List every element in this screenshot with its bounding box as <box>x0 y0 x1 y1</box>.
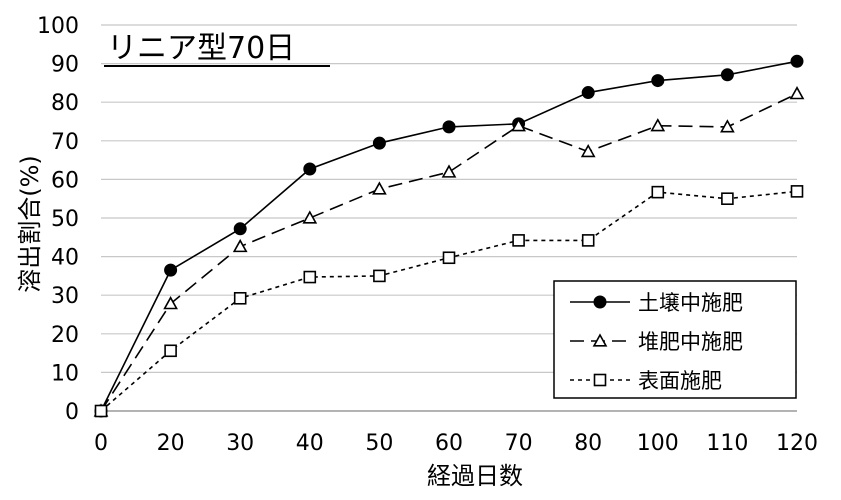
point-marker <box>372 181 387 195</box>
x-tick-label: 30 <box>226 431 254 456</box>
point-marker <box>372 136 386 150</box>
chart-title: リニア型70日 <box>107 31 295 66</box>
x-tick-label: 20 <box>157 431 185 456</box>
series-line <box>100 92 798 412</box>
x-axis-label: 経過日数 <box>427 462 523 490</box>
point-marker <box>163 296 178 310</box>
point-marker <box>789 86 805 100</box>
point-marker <box>721 192 734 205</box>
x-tick-label: 70 <box>505 431 533 456</box>
y-tick-label: 60 <box>51 168 79 193</box>
y-tick-label: 30 <box>51 284 79 309</box>
point-marker <box>592 333 608 347</box>
legend-label: 堆肥中施肥 <box>638 330 743 354</box>
point-marker <box>593 373 607 387</box>
series-open-triangle <box>93 86 805 417</box>
x-tick-labels: 0 20 30 40 50 60 70 80 100 110 120 <box>94 431 818 456</box>
point-marker <box>790 54 804 68</box>
y-axis-label: 溶出割合(%) <box>16 155 44 293</box>
point-marker <box>720 68 734 82</box>
x-tick-label: 60 <box>435 431 463 456</box>
point-marker <box>442 120 456 134</box>
y-tick-label: 10 <box>51 361 79 386</box>
point-marker <box>441 164 457 178</box>
y-tick-label: 50 <box>51 207 79 232</box>
legend-label: 表面施肥 <box>638 369 722 393</box>
x-tick-label: 110 <box>706 431 748 456</box>
x-tick-label: 80 <box>574 431 602 456</box>
point-marker <box>303 162 317 176</box>
legend-item: 表面施肥 <box>570 369 722 393</box>
point-marker <box>593 295 607 309</box>
point-marker <box>580 143 596 158</box>
point-marker <box>512 234 525 247</box>
point-marker <box>233 222 247 236</box>
point-marker <box>650 118 666 132</box>
point-marker <box>164 344 177 358</box>
point-marker <box>373 269 386 283</box>
point-marker <box>442 251 456 265</box>
point-marker <box>651 185 665 199</box>
legend-item: 堆肥中施肥 <box>570 330 743 354</box>
legend-item: 土壌中施肥 <box>570 291 743 315</box>
x-tick-label: 50 <box>365 431 393 456</box>
y-tick-label: 100 <box>37 14 79 39</box>
y-tick-label: 0 <box>65 400 79 425</box>
point-marker <box>302 210 318 224</box>
x-tick-label: 120 <box>776 431 818 456</box>
y-tick-labels: 0 10 20 30 40 50 60 70 80 90 100 <box>37 14 79 425</box>
series-open-square <box>94 185 804 418</box>
y-tick-label: 80 <box>51 91 79 116</box>
point-marker <box>164 263 178 277</box>
y-tick-label: 70 <box>51 130 79 155</box>
point-marker <box>511 118 526 132</box>
gridlines <box>101 24 797 373</box>
x-tick-label: 0 <box>94 431 108 456</box>
point-marker <box>233 291 247 305</box>
series-group <box>93 54 805 418</box>
point-marker <box>581 86 595 100</box>
x-tick-label: 100 <box>637 431 679 456</box>
y-tick-label: 90 <box>51 53 79 78</box>
point-marker <box>581 234 595 247</box>
point-marker <box>651 74 665 88</box>
point-marker <box>720 119 735 133</box>
y-tick-label: 20 <box>51 323 79 348</box>
legend-label: 土壌中施肥 <box>638 291 743 315</box>
x-tick-label: 40 <box>296 431 324 456</box>
point-marker <box>232 238 248 253</box>
point-marker <box>303 270 317 284</box>
point-marker <box>94 404 108 418</box>
y-tick-label: 40 <box>51 246 79 271</box>
point-marker <box>790 185 804 198</box>
